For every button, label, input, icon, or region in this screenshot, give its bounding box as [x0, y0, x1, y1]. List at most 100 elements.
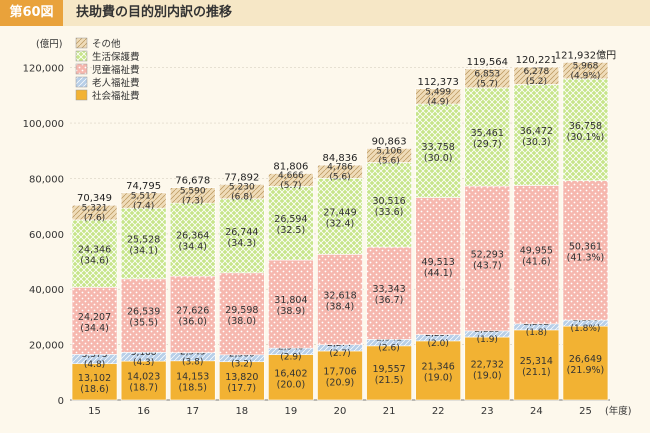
bar-value-label: 3,188	[131, 348, 157, 358]
bar-percent-label: (2.0)	[428, 339, 449, 349]
bar-percent-label: (34.1)	[129, 245, 158, 256]
bar-percent-label: (20.9)	[326, 377, 355, 388]
bar-value-label: 24,346	[78, 245, 111, 256]
bar-total-label: 76,678	[175, 176, 210, 187]
bar-total-label: 119,564	[467, 57, 508, 68]
bar-segment	[317, 178, 363, 255]
bar-percent-label: (21.5)	[375, 375, 404, 386]
bar-segment	[169, 202, 216, 277]
legend-swatch	[75, 89, 88, 101]
legend-swatch	[75, 37, 88, 49]
bar-value-label: 25,314	[520, 356, 553, 367]
bar-segment	[317, 350, 363, 401]
bar-total-label: 121,932億円	[555, 48, 616, 61]
bar-value-label: 33,758	[422, 142, 455, 153]
header-bar: 第60図 扶助費の目的別内訳の推移	[0, 0, 650, 26]
bar-value-label: 5,230	[229, 183, 255, 193]
y-tick-label: 60,000	[29, 230, 64, 241]
bar-percent-label: (7.6)	[84, 214, 105, 224]
bar-value-label: 14,023	[127, 372, 160, 383]
bar-percent-label: (4.3)	[133, 358, 154, 368]
bar-total-label: 81,806	[273, 161, 308, 172]
bar-percent-label: (44.1)	[424, 268, 453, 279]
bar-value-label: 26,594	[274, 214, 307, 225]
bar-percent-label: (2.9)	[280, 352, 301, 362]
bar-segment	[415, 340, 461, 401]
y-tick-label: 0	[58, 396, 64, 407]
chart-title: 扶助費の目的別内訳の推移	[76, 5, 233, 20]
bar-percent-label: (32.5)	[277, 225, 306, 236]
bar-segment	[219, 361, 265, 401]
legend-label: 児童福祉費	[92, 64, 140, 76]
bar-value-label: 3,373	[82, 350, 108, 360]
bar-percent-label: (36.0)	[178, 316, 207, 327]
x-tick-label: 24	[530, 406, 543, 417]
bar-segment	[317, 164, 363, 179]
bar-percent-label: (3.8)	[182, 358, 203, 368]
x-tick-label: 16	[137, 406, 150, 417]
bar-percent-label: (17.7)	[228, 383, 257, 394]
bar-total-label: 70,349	[77, 193, 112, 204]
bar-segment	[513, 185, 560, 325]
bar-value-label: 36,472	[520, 126, 553, 137]
bar-value-label: 24,207	[78, 312, 111, 323]
y-tick-label: 20,000	[29, 341, 64, 352]
bar-percent-label: (18.5)	[178, 382, 207, 393]
bar-percent-label: (5.6)	[329, 173, 350, 183]
x-tick-label: 20	[334, 406, 347, 417]
bar-percent-label: (20.0)	[277, 379, 306, 390]
bar-percent-label: (4.8)	[84, 360, 105, 370]
bar-segment	[562, 62, 609, 80]
bar-percent-label: (34.6)	[80, 256, 109, 267]
bar-value-label: 5,968	[573, 62, 599, 72]
bar-segment	[562, 180, 609, 321]
bar-percent-label: (5.7)	[280, 181, 301, 191]
bar-segment	[120, 207, 167, 280]
bar-value-label: 5,517	[131, 192, 157, 202]
bar-segment	[120, 278, 167, 353]
bar-value-label: 13,102	[78, 373, 111, 384]
bar-value-label: 27,626	[176, 305, 209, 316]
bar-percent-label: (1.8)	[526, 328, 547, 338]
bar-segment	[366, 246, 412, 340]
bar-value-label: 35,461	[471, 128, 504, 139]
x-tick-label: 21	[383, 406, 396, 417]
bar-percent-label: (5.2)	[526, 77, 547, 87]
x-tick-label: 18	[235, 406, 248, 417]
bar-segment	[268, 186, 314, 261]
x-tick-label: 23	[481, 406, 494, 417]
bar-percent-label: (30.3)	[522, 137, 551, 148]
bar-value-label: 52,293	[471, 249, 504, 260]
bar-value-label: 17,706	[323, 366, 356, 377]
bar-segment	[464, 68, 511, 89]
x-tick-label: 25	[579, 406, 592, 417]
bar-total-label: 84,836	[323, 153, 358, 164]
bar-percent-label: (34.4)	[178, 242, 207, 253]
bar-segment	[71, 219, 118, 288]
bar-segment	[219, 183, 265, 200]
bar-value-label: 6,853	[474, 69, 500, 79]
bar-segment	[120, 360, 167, 401]
bar-value-label: 26,649	[569, 354, 602, 365]
bar-value-label: 5,106	[376, 146, 402, 156]
bar-value-label: 13,820	[225, 372, 258, 383]
bar-total-label: 112,373	[418, 77, 459, 88]
bar-value-label: 29,598	[225, 305, 258, 316]
bar-segment	[513, 84, 560, 186]
bar-segment	[71, 287, 118, 355]
bar-percent-label: (4.9)	[428, 97, 449, 107]
bar-percent-label: (34.3)	[228, 238, 257, 249]
bar-value-label: 27,449	[323, 207, 356, 218]
legend-label: 生活保護費	[92, 51, 140, 63]
bar-percent-label: (33.6)	[375, 207, 404, 218]
bar-segment	[268, 354, 314, 401]
bar-percent-label: (36.7)	[375, 295, 404, 306]
bar-percent-label: (1.9)	[477, 335, 498, 345]
bar-value-label: 49,955	[520, 246, 553, 257]
bar-segment	[513, 66, 560, 85]
bar-percent-label: (29.7)	[473, 139, 502, 150]
bar-percent-label: (30.0)	[424, 153, 453, 164]
x-unit-label: (年度)	[605, 405, 631, 417]
bar-value-label: 5,499	[425, 87, 451, 97]
